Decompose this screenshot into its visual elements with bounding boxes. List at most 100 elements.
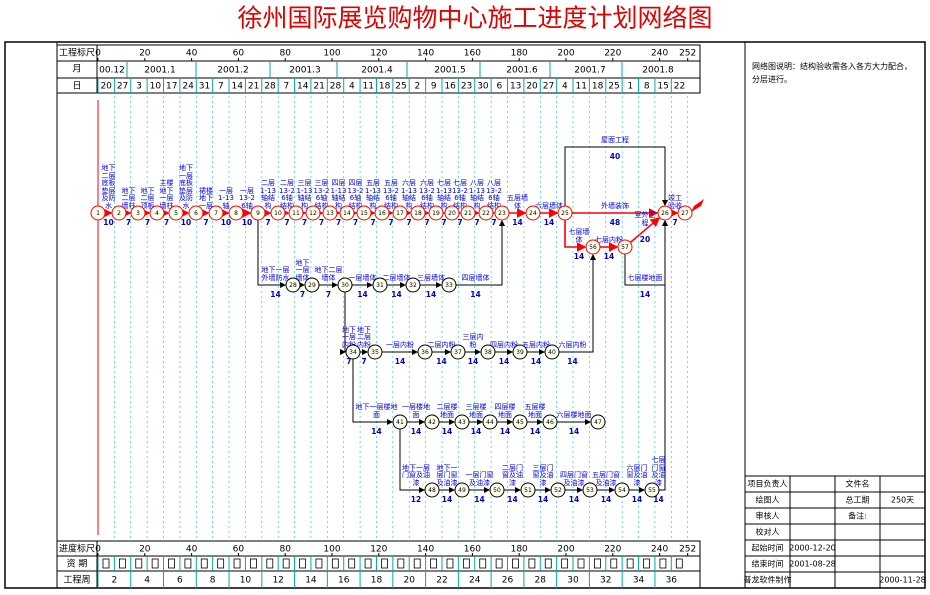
activity-label-box: 六层楼地面 bbox=[552, 387, 596, 419]
activity-label-box: 四层墙体 bbox=[454, 250, 498, 282]
day: 14 bbox=[232, 82, 244, 92]
activity-label: 二层1-13轴结构 bbox=[260, 179, 276, 209]
activity-label-box: 一层内粉 bbox=[378, 317, 422, 349]
node bbox=[550, 482, 566, 498]
activity-label: 六层门窗及油漆 bbox=[627, 464, 648, 486]
node-number: 48 bbox=[428, 487, 436, 494]
duration: 14 bbox=[569, 495, 579, 504]
duration: 7 bbox=[457, 218, 462, 227]
tick-label: 60 bbox=[233, 49, 245, 59]
activity-label-box: 地下一层门窗及油漆 bbox=[434, 455, 460, 487]
activity-label-text: 二层墙体 bbox=[382, 273, 411, 282]
period-box bbox=[299, 558, 306, 569]
duration: 14 bbox=[270, 290, 280, 299]
node-number: 36 bbox=[421, 349, 429, 356]
activity-label: 四层13-26轴结构 bbox=[348, 179, 364, 209]
activity-label-text: 七层内粉 bbox=[595, 235, 623, 244]
node bbox=[228, 205, 244, 221]
period-box bbox=[250, 558, 257, 569]
week: 2 bbox=[112, 576, 118, 586]
period-box bbox=[659, 558, 667, 569]
activity-label: 四层1-13轴结构 bbox=[330, 179, 347, 210]
period-box bbox=[594, 558, 601, 569]
tick-label: 80 bbox=[279, 49, 291, 59]
tick-label: 180 bbox=[511, 545, 528, 555]
duration: 7 bbox=[300, 290, 305, 299]
period-box bbox=[217, 558, 225, 569]
activity-label-text: 地下一层楼地面 bbox=[355, 403, 398, 419]
activity-label: 地下二层墙体 bbox=[314, 266, 343, 282]
day: 24 bbox=[182, 82, 194, 92]
activity-label: 五层13-26轴结构 bbox=[382, 150, 400, 210]
duration: 14 bbox=[411, 427, 421, 436]
activity-label-text: 地下二层内粉 bbox=[357, 325, 371, 349]
activity-label-text: 八层13-26轴结构 bbox=[486, 179, 502, 210]
activity-label-box: 竣工验收 bbox=[666, 150, 684, 210]
week: 22 bbox=[436, 576, 447, 586]
duration: 14 bbox=[468, 357, 478, 366]
duration: 14 bbox=[512, 218, 522, 227]
period-box bbox=[675, 558, 683, 569]
duration: 14 bbox=[426, 290, 436, 299]
activity-label-text: 五层13-26轴结构 bbox=[383, 179, 399, 210]
node-number: 47 bbox=[594, 419, 602, 426]
node bbox=[304, 277, 320, 293]
activity-label-box: 五层楼地面 bbox=[522, 387, 548, 419]
activity-label-box: 七层1-13轴结构 bbox=[435, 150, 453, 210]
week: 4 bbox=[144, 576, 150, 586]
scale-label: 工程标尺 bbox=[59, 47, 95, 59]
activity-label-text: 四层1-13轴结构 bbox=[330, 179, 347, 210]
node bbox=[478, 205, 494, 221]
node bbox=[480, 344, 496, 360]
activity-label-text: 地下二层墙体 bbox=[314, 266, 343, 282]
node bbox=[111, 205, 127, 221]
activity-label-box: 地下一层墙体 bbox=[294, 250, 312, 282]
node-number: 7 bbox=[214, 210, 218, 217]
activity-label-box: 一层门窗及油漆 bbox=[464, 455, 495, 487]
activity-label-text: 五层门窗及油漆 bbox=[592, 471, 620, 487]
activity-label: 七层墙体 bbox=[569, 228, 590, 243]
node-number: 57 bbox=[621, 244, 629, 251]
month-label: 月 bbox=[72, 64, 81, 75]
tick-label: 140 bbox=[417, 545, 434, 555]
duration: 14 bbox=[395, 357, 405, 366]
activity-label: 地下一层内粉 bbox=[342, 326, 356, 348]
day: 22 bbox=[674, 82, 685, 92]
activity-label-box: 七层13-26轴结构 bbox=[451, 150, 469, 210]
activity-label-text: 五层1-13轴结构 bbox=[365, 179, 381, 210]
node bbox=[542, 414, 558, 430]
duration: 7 bbox=[265, 218, 270, 227]
node-number: 39 bbox=[516, 349, 524, 356]
activity-label: 七层楼地面 bbox=[628, 274, 663, 281]
day: 3 bbox=[136, 82, 142, 92]
activity-label-text: 四层楼地面 bbox=[494, 403, 516, 419]
table-cell: 2001-08-28 bbox=[789, 560, 836, 569]
node-number: 6 bbox=[194, 210, 198, 217]
activity-label-box: 五层13-26轴结构 bbox=[382, 150, 400, 210]
duration: 7 bbox=[388, 218, 393, 227]
node-number: 51 bbox=[524, 487, 532, 494]
activity-label: 六层1-13轴结构 bbox=[401, 179, 417, 209]
node-number: 31 bbox=[376, 282, 384, 289]
activity-label-box: 屋面工程 bbox=[593, 112, 637, 144]
activity-label: 一层内粉 bbox=[378, 317, 422, 349]
duration: 14 bbox=[442, 427, 452, 436]
period-label: 资 期 bbox=[67, 559, 88, 570]
activity-arrow bbox=[552, 254, 596, 353]
activity-label-box: 三层13-26轴结构 bbox=[313, 150, 331, 210]
activity-label-text: 一层门窗及油漆 bbox=[465, 471, 494, 487]
activity-label-box: 外墙装饰 bbox=[593, 150, 637, 210]
duration: 20 bbox=[640, 235, 650, 244]
week: 30 bbox=[567, 576, 579, 586]
tick-label: 100 bbox=[323, 49, 340, 59]
node bbox=[356, 205, 372, 221]
tick-label: 120 bbox=[370, 49, 387, 59]
activity-label: 三层楼地面 bbox=[466, 403, 487, 418]
activity-label: 地下二层内粉 bbox=[357, 325, 371, 349]
activity-label-text: 六层楼地面 bbox=[556, 410, 592, 419]
day: 8 bbox=[644, 82, 650, 92]
node bbox=[428, 205, 444, 221]
node bbox=[454, 414, 470, 430]
week: 36 bbox=[666, 576, 678, 586]
period-box bbox=[512, 558, 519, 569]
